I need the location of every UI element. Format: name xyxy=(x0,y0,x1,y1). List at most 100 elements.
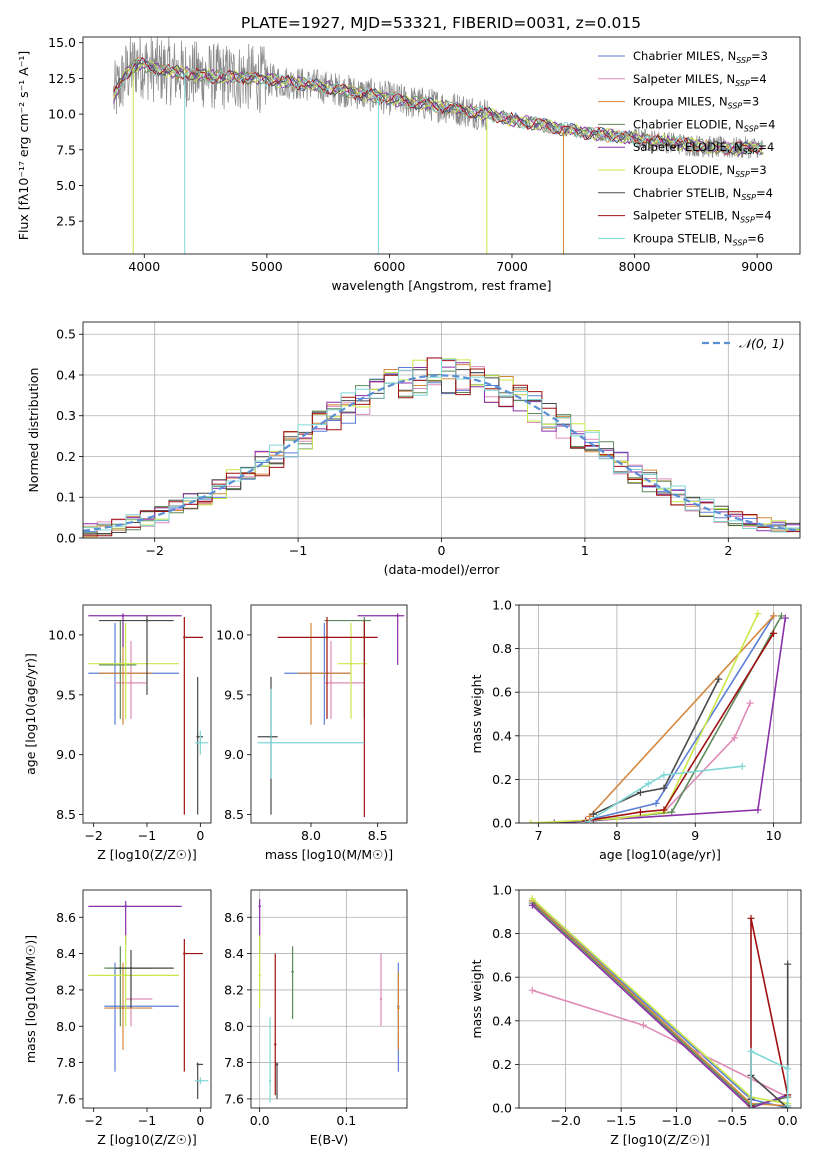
axes-frame xyxy=(518,604,802,824)
x-tick-label: 4000 xyxy=(128,259,160,274)
x-tick-label: −1 xyxy=(289,543,307,558)
data-point xyxy=(325,636,329,639)
x-tick-label: 7 xyxy=(535,828,543,843)
y-tick-label: 8.6 xyxy=(224,910,244,925)
data-point xyxy=(145,619,149,622)
data-point xyxy=(129,681,133,685)
gaussian-legend-label: 𝒩(0, 1) xyxy=(739,336,785,351)
panel-spectrum: 4000 5000 6000 7000 8000 9000 2.5 5.0 7.5 10.0 12.… xyxy=(16,35,801,293)
y-tick-label: 8.5 xyxy=(224,807,244,822)
y-tick-label: 8.2 xyxy=(224,982,244,997)
panel-z-weight: −2.0 −1.5 −1.0 −0.5 0.0 0.0 0.2 0.4 0.6 0.8 1.0 Z [… xyxy=(469,883,802,1147)
data-point xyxy=(397,1006,400,1010)
y-axis-label: mass weight xyxy=(469,674,484,753)
y-tick-label: 0.8 xyxy=(492,926,512,941)
model-line-6 xyxy=(113,60,764,156)
data-point xyxy=(291,970,294,973)
legend-subscript: SSP xyxy=(743,147,758,156)
axes-frame xyxy=(518,889,802,1109)
weight-line-5 xyxy=(531,898,788,1105)
spectrum-legend: Chabrier MILES, NSSP=3 Salpeter MILES, NS… xyxy=(598,49,775,247)
y-tick-label: 10.0 xyxy=(216,627,244,642)
plot-area xyxy=(257,613,405,818)
spectrum-data-line xyxy=(113,37,764,159)
data-point xyxy=(196,735,199,738)
y-tick-label: 0.5 xyxy=(56,327,76,342)
plot-area xyxy=(113,37,764,254)
x-tick-label: 0.0 xyxy=(250,1113,270,1128)
data-point xyxy=(183,636,186,639)
y-tick-label: 7.5 xyxy=(56,142,76,157)
data-point xyxy=(196,1063,199,1066)
data-point xyxy=(269,741,273,744)
legend-subscript: SSP xyxy=(736,56,751,65)
x-tick-label: −2 xyxy=(145,543,163,558)
weight-line-2 xyxy=(588,615,775,818)
y-tick-label: 5.0 xyxy=(56,178,76,193)
x-tick-label: 0 xyxy=(438,543,446,558)
weight-line-6 xyxy=(593,678,720,816)
figure-title: PLATE=1927, MJD=53321, FIBERID=0031, z=0… xyxy=(241,14,641,32)
data-point xyxy=(268,1079,272,1082)
data-point xyxy=(309,672,313,675)
data-point xyxy=(121,672,125,675)
y-axis-label: mass weight xyxy=(469,959,484,1038)
x-axis-label: E(B-V) xyxy=(310,1132,349,1147)
axes-frame xyxy=(250,889,408,1109)
legend-count: =4 xyxy=(756,186,773,200)
plot-area xyxy=(88,900,209,1099)
data-point xyxy=(396,614,399,617)
y-axis-label: mass [log10(M/M☉)] xyxy=(23,935,38,1063)
y-tick-label: 7.8 xyxy=(224,1055,244,1070)
y-tick-label: 9.0 xyxy=(224,747,244,762)
weight-line-6 xyxy=(750,964,789,1108)
data-point xyxy=(199,741,202,744)
legend-subscript: SSP xyxy=(740,216,755,225)
weight-line-8 xyxy=(750,1050,789,1108)
x-tick-label: 0.0 xyxy=(778,1113,798,1128)
x-tick-label: −0.5 xyxy=(717,1113,747,1128)
x-axis-label: Z [log10(Z/Z☉)] xyxy=(97,847,197,862)
x-tick-label: 6000 xyxy=(374,259,406,274)
y-tick-label: 10.0 xyxy=(48,107,76,122)
y-tick-label: 8.2 xyxy=(56,982,76,997)
legend-count: =4 xyxy=(755,209,772,223)
data-point xyxy=(258,905,261,908)
data-point xyxy=(124,905,127,908)
legend-label-6: Chabrier STELIB, NSSP=4 xyxy=(633,186,773,202)
weight-line-1 xyxy=(532,989,789,1098)
data-point xyxy=(113,1005,117,1008)
data-point xyxy=(379,997,383,1001)
panel-ebv-mass: 0.0 0.1 7.6 7.8 8.0 8.2 8.4 8.6 E(B-V) xyxy=(224,889,408,1147)
x-tick-label: 10 xyxy=(766,828,782,843)
y-tick-label: 8.4 xyxy=(56,946,76,961)
y-tick-label: 10.0 xyxy=(48,627,76,642)
y-tick-label: 7.8 xyxy=(56,1055,76,1070)
y-tick-label: 0.4 xyxy=(56,367,76,382)
x-tick-label: −1.0 xyxy=(661,1113,691,1128)
y-tick-label: 8.5 xyxy=(56,807,76,822)
legend-label-7: Salpeter STELIB, NSSP=4 xyxy=(633,209,772,225)
x-tick-label: 8.5 xyxy=(368,828,388,843)
x-axis-label: mass [log10(M/M☉)] xyxy=(265,847,393,862)
data-point xyxy=(124,662,127,665)
legend-label-5: Kroupa ELODIE, NSSP=3 xyxy=(633,163,767,179)
data-point xyxy=(274,1043,277,1046)
x-tick-label: −2 xyxy=(84,828,102,843)
x-tick-label: 0 xyxy=(196,1113,204,1128)
y-tick-label: 8.6 xyxy=(56,910,76,925)
data-point xyxy=(258,974,261,977)
weight-line-8 xyxy=(585,765,743,823)
legend-label-1: Salpeter MILES, NSSP=4 xyxy=(633,72,767,88)
x-tick-label: 7000 xyxy=(496,259,528,274)
y-tick-label: 0.1 xyxy=(56,490,76,505)
legend-count: =4 xyxy=(757,140,774,154)
x-axis-label: (data-model)/error xyxy=(384,562,501,577)
plot-area xyxy=(258,899,400,1103)
legend-subscript: SSP xyxy=(741,193,756,202)
panel-z-age: −2 −1 0 8.5 9.0 9.5 10.0 Z [log10(Z/Z☉)] age [lo… xyxy=(23,604,212,862)
x-tick-label: −1 xyxy=(138,828,156,843)
data-point xyxy=(183,952,186,955)
x-tick-label: 5000 xyxy=(251,259,283,274)
